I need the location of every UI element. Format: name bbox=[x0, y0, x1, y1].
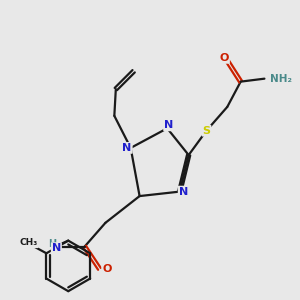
Text: N: N bbox=[164, 120, 173, 130]
Text: N: N bbox=[52, 243, 61, 253]
Text: N: N bbox=[179, 187, 188, 196]
Text: N: N bbox=[122, 143, 132, 153]
Text: H: H bbox=[48, 238, 56, 249]
Text: CH₃: CH₃ bbox=[20, 238, 38, 247]
Text: NH₂: NH₂ bbox=[270, 74, 292, 84]
Text: S: S bbox=[202, 126, 211, 136]
Text: O: O bbox=[102, 264, 112, 274]
Text: O: O bbox=[220, 53, 229, 63]
